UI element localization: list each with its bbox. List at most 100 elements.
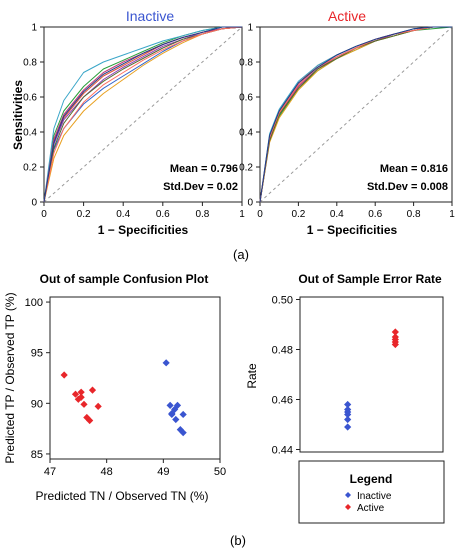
y-tick-label: 0.50 <box>272 295 293 307</box>
roc-chart-active: Active 0 0.2 0.4 0.6 0.8 100.20.40.60.81 1 − … <box>239 8 455 237</box>
roc-series-line <box>259 26 452 203</box>
y-tick-label: 95 <box>31 348 43 360</box>
error-rate-ticks: 0.44 0.46 0.48 0.50 <box>272 295 300 457</box>
confusion-plot-points <box>60 359 187 437</box>
x-tick-label: 0.2 <box>291 209 305 220</box>
error-rate-points <box>344 328 399 431</box>
y-tick-label: 0 <box>31 198 37 209</box>
mean-annotation: Mean = 0.796 <box>170 163 238 175</box>
data-point-active <box>86 416 94 425</box>
x-tick-label: 1 <box>239 209 245 220</box>
x-tick-label: 0 <box>257 209 263 220</box>
y-tick-label: 0 <box>247 198 253 209</box>
data-point-active <box>80 400 88 408</box>
roc-inactive-title: Inactive <box>126 8 174 24</box>
roc-active-ticks: 0 0.2 0.4 0.6 0.8 100.20.40.60.81 <box>239 23 455 221</box>
legend: Legend Inactive Active <box>298 460 445 524</box>
data-point-active <box>94 402 102 410</box>
data-point-inactive <box>344 408 352 416</box>
reference-diagonal-line <box>259 26 453 203</box>
x-tick-label: 47 <box>44 466 56 478</box>
y-tick-label: 0.48 <box>272 345 293 357</box>
data-point-active <box>391 328 399 336</box>
data-point-active <box>77 388 85 396</box>
y-tick-label: 0.2 <box>23 163 37 174</box>
data-point-active <box>71 390 80 398</box>
y-axis-label: Rate <box>245 363 259 389</box>
roc-inactive-lines <box>43 26 243 203</box>
roc-series-line <box>43 26 243 203</box>
x-tick-label: 50 <box>214 466 226 478</box>
roc-inactive-frame <box>43 26 243 203</box>
sd-annotation: Std.Dev = 0.02 <box>163 181 238 193</box>
y-tick-label: 85 <box>31 449 43 461</box>
y-tick-label: 0.44 <box>272 445 293 457</box>
x-tick-label: 0.6 <box>156 209 170 220</box>
sd-annotation: Std.Dev = 0.008 <box>367 181 448 193</box>
roc-series-line <box>43 26 242 203</box>
roc-series-line <box>43 26 242 203</box>
data-point-inactive <box>168 409 176 418</box>
data-point-active <box>77 393 85 401</box>
data-point-inactive <box>179 429 187 437</box>
roc-series-line <box>259 26 452 203</box>
legend-title: Legend <box>350 472 393 486</box>
error-rate-frame <box>299 296 444 453</box>
data-point-active <box>74 395 82 403</box>
confusion-plot: Out of sample Confusion Plot 47 48 49 50 85 9… <box>3 272 226 503</box>
roc-inactive-ticks: 0 0.2 0.4 0.6 0.8 1 0 0.2 0.4 0.6 0.8 1 <box>23 23 245 221</box>
diamond-icon <box>345 504 351 510</box>
data-point-inactive <box>172 415 180 424</box>
x-tick-label: 1 <box>449 209 455 220</box>
data-point-inactive <box>344 400 352 409</box>
y-tick-label: 0.4 <box>239 128 253 139</box>
x-tick-label: 0.8 <box>195 209 209 220</box>
roc-active-title: Active <box>328 8 366 24</box>
x-axis-label: 1 − Specificities <box>307 223 398 237</box>
mean-annotation: Mean = 0.816 <box>380 163 448 175</box>
panel-a-label: (a) <box>233 247 249 262</box>
data-point-inactive <box>173 401 182 409</box>
y-axis-label: Predicted TP / Observed TP (%) <box>3 292 17 463</box>
y-tick-label: 0.8 <box>23 58 37 69</box>
data-point-active <box>88 386 97 394</box>
legend-box <box>298 460 445 524</box>
y-tick-label: 0.46 <box>272 395 293 407</box>
y-tick-label: 0.6 <box>239 93 253 104</box>
roc-active-frame <box>259 26 453 203</box>
data-point-inactive <box>162 359 170 367</box>
data-point-active <box>60 371 68 379</box>
y-tick-label: 100 <box>25 297 43 309</box>
y-tick-label: 0.4 <box>23 128 37 139</box>
confusion-plot-frame <box>49 296 221 460</box>
legend-item-active: Active <box>357 503 385 514</box>
y-tick-label: 1 <box>247 23 253 34</box>
x-tick-label: 0.2 <box>77 209 91 220</box>
data-point-inactive <box>344 415 352 424</box>
y-tick-label: 0.8 <box>239 58 253 69</box>
confusion-plot-ticks: 47 48 49 50 85 90 95 100 <box>25 297 226 478</box>
data-point-active <box>391 340 399 349</box>
x-tick-label: 0 <box>41 209 47 220</box>
roc-active-lines <box>259 26 453 203</box>
x-tick-label: 0.4 <box>330 209 344 220</box>
diamond-icon <box>345 492 351 498</box>
y-axis-label: Sensitivities <box>11 80 25 150</box>
x-tick-label: 49 <box>157 466 169 478</box>
y-tick-label: 1 <box>31 23 37 34</box>
error-rate-title: Out of Sample Error Rate <box>298 272 442 286</box>
x-axis-label: 1 − Specificities <box>98 223 189 237</box>
y-tick-label: 0.6 <box>23 93 37 104</box>
y-tick-label: 0.2 <box>239 163 253 174</box>
x-tick-label: 0.4 <box>116 209 130 220</box>
x-tick-label: 48 <box>101 466 113 478</box>
data-point-inactive <box>166 401 174 409</box>
error-rate-plot: Out of Sample Error Rate 0.44 0.46 0.48 0.5… <box>245 272 444 457</box>
legend-item-inactive: Inactive <box>357 491 392 502</box>
confusion-plot-title: Out of sample Confusion Plot <box>40 272 209 286</box>
x-tick-label: 0.6 <box>368 209 382 220</box>
data-point-active <box>83 413 91 422</box>
panel-b-label: (b) <box>230 533 246 548</box>
roc-chart-inactive: Inactive 0 0.2 0.4 0.6 0.8 1 0 0.2 0.4 0.6 0.8 1 Se… <box>11 8 245 237</box>
